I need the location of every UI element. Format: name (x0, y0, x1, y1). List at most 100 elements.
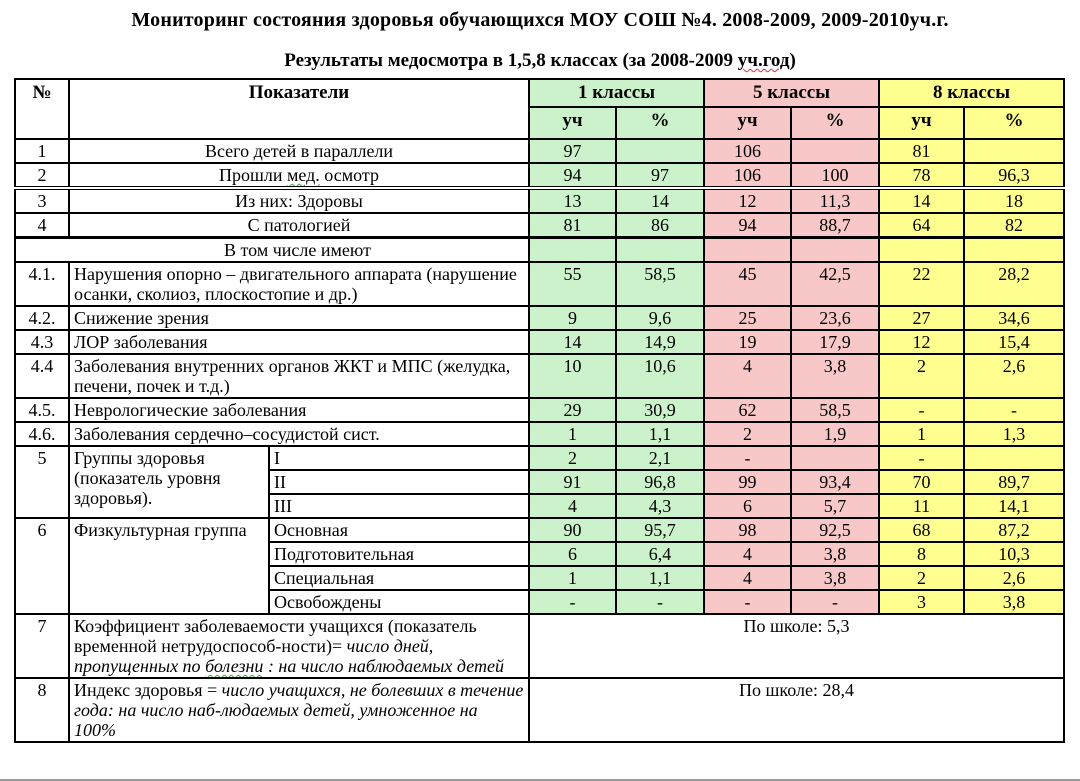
row-label: С патологией (68, 212, 530, 239)
value-cell: 6 (528, 541, 617, 567)
table-title-close: ) (789, 50, 796, 71)
col-header-number: № (14, 78, 70, 140)
table-header: № Показатели 1 классы 5 классы 8 классы … (14, 78, 1065, 140)
value-cell: 1,1 (615, 565, 705, 591)
subrow-label: Освобождены (268, 589, 530, 615)
subheader-grade8-pct: % (963, 106, 1065, 140)
medical-results-table: № Показатели 1 классы 5 классы 8 классы … (14, 78, 1065, 743)
value-cell: 2,6 (963, 353, 1065, 399)
subheader-grade1-pct: % (615, 106, 705, 140)
value-cell (963, 236, 1065, 263)
value-cell: 2 (878, 565, 965, 591)
value-cell: 62 (703, 397, 792, 423)
value-cell: 34,6 (963, 305, 1065, 331)
value-cell (963, 138, 1065, 164)
subheader-grade8-uch: уч (878, 106, 965, 140)
value-cell: 87,2 (963, 517, 1065, 543)
value-cell: 4,3 (615, 493, 705, 519)
value-cell: 98 (703, 517, 792, 543)
value-cell: - (615, 589, 705, 615)
row-label: Прошли мед. осмотр (68, 162, 530, 190)
value-cell: - (790, 589, 880, 615)
row-label: Заболевания внутренних органов ЖКТ и МПС… (68, 353, 530, 399)
row-number: 4.3 (14, 329, 70, 355)
value-cell (963, 445, 1065, 471)
value-cell: 2 (528, 445, 617, 471)
table-row: 4.5. Неврологические заболевания 29 30,9 62 5… (14, 397, 1065, 423)
value-cell: 68 (878, 517, 965, 543)
value-cell: 4 (703, 565, 792, 591)
table-row: 4.6. Заболевания сердечно–сосудистой сист… (14, 421, 1065, 447)
row-label: Снижение зрения (68, 305, 530, 331)
value-cell: 1 (878, 421, 965, 447)
table-row: 5 Группы здоровья (показатель уровня здор… (14, 445, 1065, 519)
value-cell: 3,8 (790, 541, 880, 567)
value-cell: - (963, 397, 1065, 423)
value-cell: 14 (878, 187, 965, 214)
row-number: 3 (14, 187, 70, 214)
value-cell: 10,6 (615, 353, 705, 399)
value-cell: 88,7 (790, 212, 880, 239)
value-cell (703, 236, 792, 263)
table-row: 1 Всего детей в параллели 97 106 81 (14, 138, 1065, 164)
value-cell: 1,1 (615, 421, 705, 447)
subheader-grade5-pct: % (790, 106, 880, 140)
row-number: 4 (14, 212, 70, 239)
col-header-grade8: 8 классы (878, 78, 1065, 108)
label-segment: : на число наблюдаемых детей (263, 656, 504, 676)
value-cell: 89,7 (963, 469, 1065, 495)
table-row: Освобождены - - - -3 3,8 (15, 589, 1065, 615)
value-cell: 97 (528, 138, 617, 164)
value-cell: 18 (963, 187, 1065, 214)
value-cell: 10,3 (963, 541, 1065, 567)
col-header-grade5: 5 классы (703, 78, 880, 108)
table-row: 8 Индекс здоровья = число учащихся, не бо… (14, 677, 1065, 743)
row-label: Неврологические заболевания (68, 397, 530, 423)
school-value: По школе: 28,4 (528, 677, 1065, 743)
value-cell: 82 (963, 212, 1065, 239)
subrow-label: I (268, 445, 530, 471)
value-cell: 97 (615, 162, 705, 190)
value-cell (790, 445, 880, 471)
value-cell: 19 (703, 329, 792, 355)
value-cell: 9 (528, 305, 617, 331)
value-cell: 11,3 (790, 187, 880, 214)
value-cell: 81 (528, 212, 617, 239)
value-cell: 70 (878, 469, 965, 495)
value-cell: 1,3 (963, 421, 1065, 447)
row-label: Из них: Здоровы (68, 187, 530, 214)
value-cell: 90 (528, 517, 617, 543)
row-label: Нарушения опорно – двигательного аппарат… (68, 261, 530, 307)
subrow-label: Специальная (268, 565, 530, 591)
row-number: 4.5. (14, 397, 70, 423)
row-number: 6 (14, 517, 70, 615)
value-cell: 3,8 (790, 353, 880, 399)
label-segment: мед. (286, 165, 320, 185)
row-number: 4.4 (14, 353, 70, 399)
value-cell: 27 (878, 305, 965, 331)
value-cell: 58,5 (615, 261, 705, 307)
value-cell: 3 (878, 589, 965, 615)
value-cell: 81 (878, 138, 965, 164)
value-cell: 8 (878, 541, 965, 567)
value-cell: 1 (528, 565, 617, 591)
row-label: Всего детей в параллели (68, 138, 530, 164)
subrow-label: Подготовительная (268, 541, 530, 567)
value-cell: 2 (878, 353, 965, 399)
table-row: 4.1. Нарушения опорно – двигательного апп… (14, 261, 1065, 307)
label-segment: Прошли (219, 165, 287, 185)
table-row: 3 Из них: Здоровы 13 14 12 11,3 14 18 (14, 187, 1065, 214)
value-cell: 17,9 (790, 329, 880, 355)
value-cell: 2,1 (615, 445, 705, 471)
table-title: Результаты медосмотра в 1,5,8 классах (з… (0, 32, 1080, 78)
value-cell: 94 (528, 162, 617, 190)
value-cell (615, 236, 705, 263)
row-label: ЛОР заболевания (68, 329, 530, 355)
value-cell: 11 (878, 493, 965, 519)
table-title-text: Результаты медосмотра в 1,5,8 классах (з… (284, 50, 738, 71)
value-cell: 96,3 (963, 162, 1065, 190)
value-cell: - (878, 397, 965, 423)
value-cell: 10 (528, 353, 617, 399)
header-row-subcolumns: уч % уч % уч % (15, 106, 1065, 140)
